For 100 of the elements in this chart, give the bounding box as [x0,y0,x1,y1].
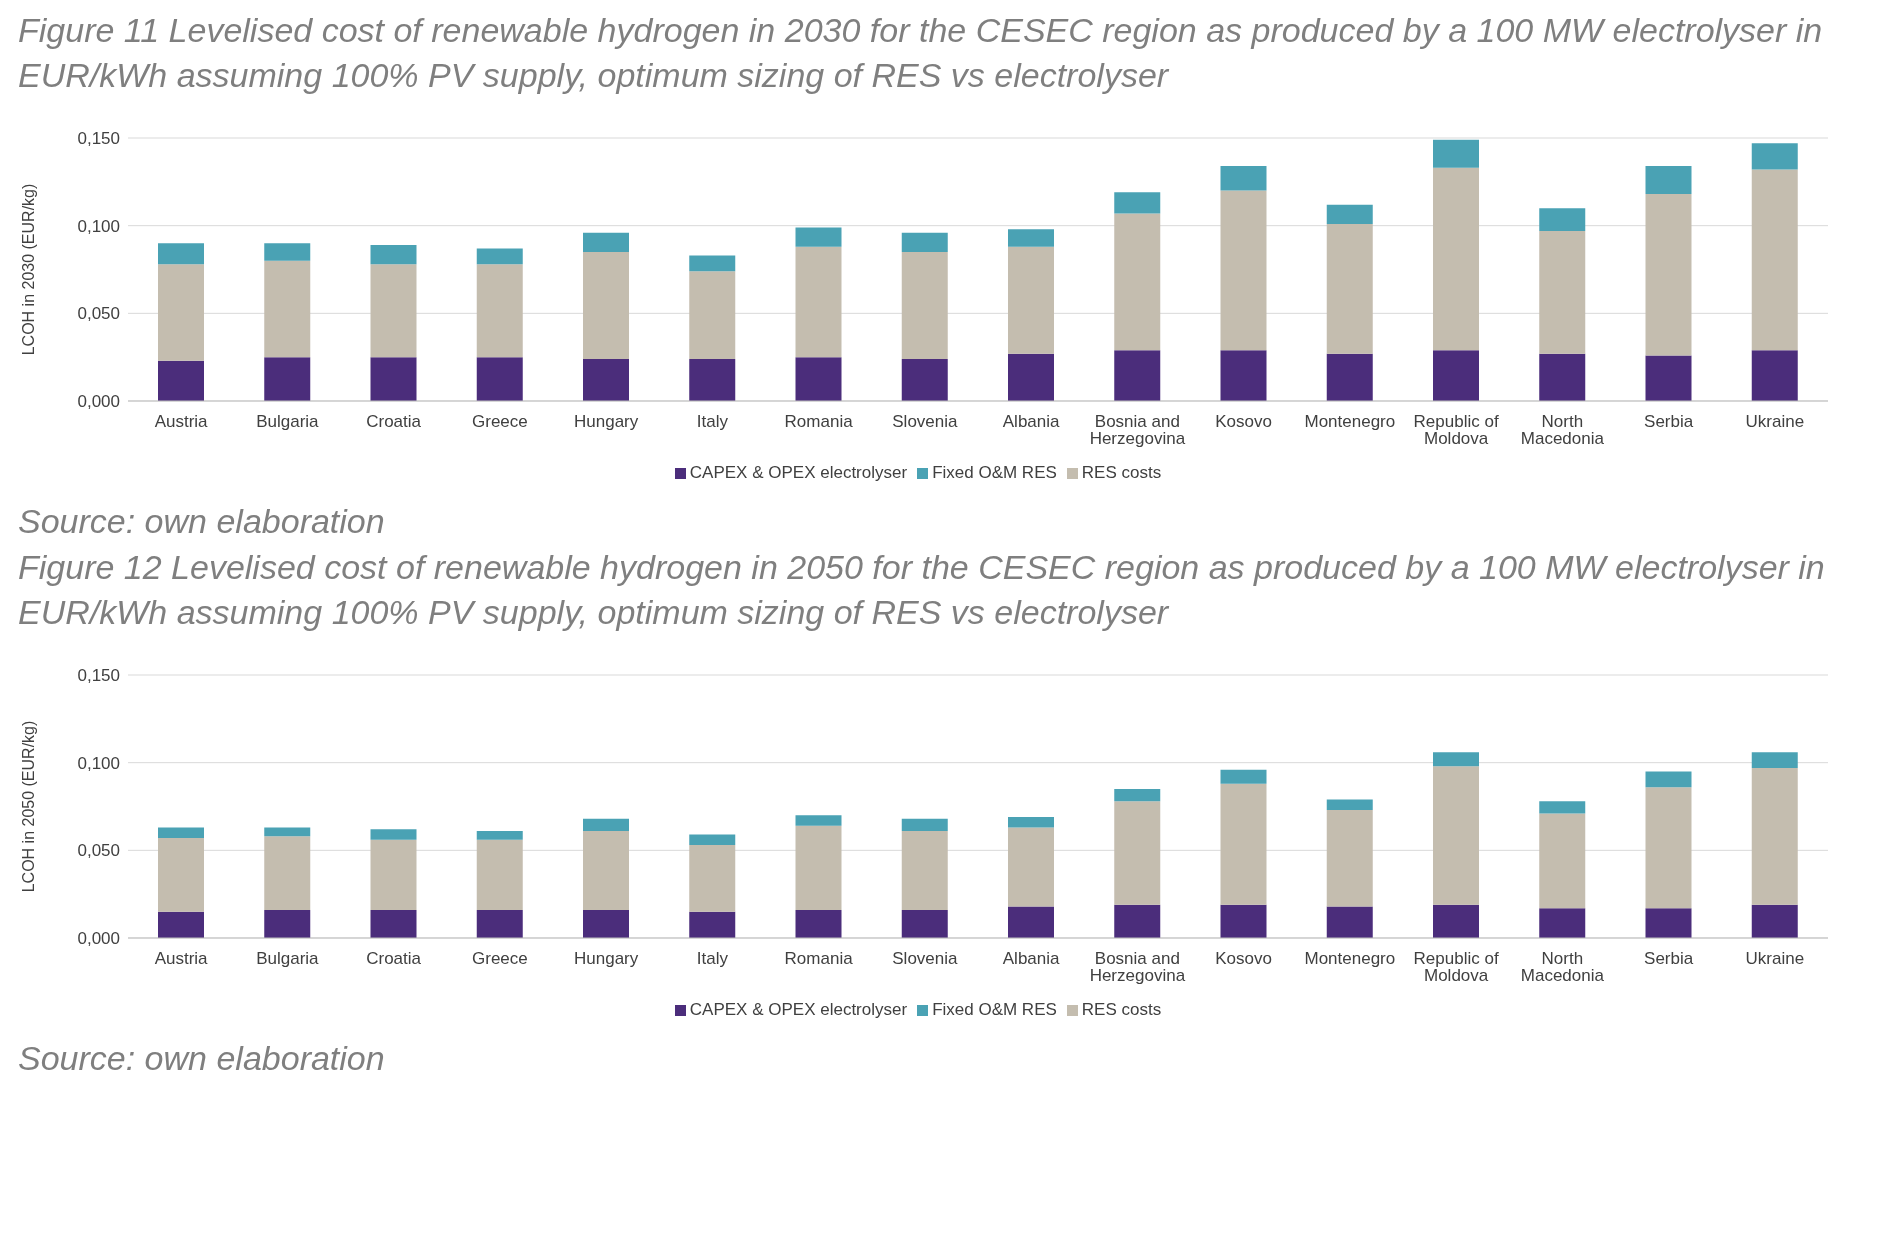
bar [583,251,629,359]
bar [370,244,417,265]
bar [1433,752,1479,767]
bar [1326,906,1373,938]
bar [1326,204,1373,224]
bar [1433,350,1479,401]
bar [1751,767,1798,905]
bar [1008,353,1054,401]
y-tick-label: 0,050 [77,841,120,861]
bar [583,831,629,910]
x-tick-label: Romania [784,412,854,432]
x-tick-label: Italy [696,412,729,432]
x-tick-label: Bulgaria [256,412,320,432]
bar [1114,350,1161,401]
legend-label: CAPEX & OPEX electrolyser [689,463,908,482]
x-tick-label: Austria [154,412,209,432]
bar [1220,904,1267,938]
bar [1433,167,1479,351]
bar [1433,766,1479,905]
bar [795,825,842,910]
bar [1539,813,1586,909]
bar [689,358,736,401]
bar [476,831,523,840]
bar [583,909,629,938]
bar [158,243,204,265]
bar [689,845,736,912]
bar [264,836,311,910]
bar [1751,143,1798,170]
bar [1326,223,1373,354]
x-tick-label: Greece [472,412,528,432]
x-tick-label: Kosovo [1215,949,1272,969]
bar [370,829,417,840]
bar [901,358,948,401]
bar [264,909,311,938]
bar [370,839,417,910]
x-tick-label: Ukraine [1745,412,1805,432]
legend-label: CAPEX & OPEX electrolyser [689,1000,908,1019]
legend-label: RES costs [1081,1000,1162,1019]
bar [583,818,629,832]
bar [901,818,948,832]
bar [1220,783,1267,905]
bar [1433,139,1479,168]
x-tick-label: North Macedonia [1520,949,1605,986]
y-tick-label: 0,000 [77,392,120,412]
bar [1114,788,1161,802]
x-tick-label: Slovenia [892,412,959,432]
bar [689,834,736,846]
bar [1645,166,1692,195]
bar [158,360,204,401]
x-tick-label: Albania [1002,412,1061,432]
legend-label: Fixed O&M RES [932,1000,1057,1019]
bar [370,909,417,938]
bar [1751,350,1798,401]
bar [689,911,736,938]
bar [1326,810,1373,907]
bar [689,271,736,359]
x-tick-label: Slovenia [892,949,959,969]
y-axis-title: LCOH in 2050 (EUR/kg) [19,720,37,893]
x-tick-label: North Macedonia [1520,412,1605,449]
bar [795,357,842,401]
bar [583,358,629,401]
bar [476,909,523,938]
bar [795,815,842,826]
y-tick-label: 0,100 [77,216,120,236]
bar [1114,192,1161,214]
chart-title: Figure 11 Levelised cost of renewable hydrogen in 2030 for the CESEC region as produced by a 100 MW electrolyser in EUR/kWh assuming 100% PV supply, optimum sizing of RES vs electrolyser [17,10,1824,96]
bar [1008,246,1054,354]
x-tick-label: Croatia [366,412,422,432]
bar [1539,801,1586,814]
x-tick-label: Croatia [366,949,422,969]
x-tick-label: Serbia [1644,949,1694,969]
x-tick-label: Kosovo [1215,412,1272,432]
bar [901,909,948,938]
bar [1008,817,1054,828]
x-tick-label: Bulgaria [256,949,320,969]
bar [158,264,204,361]
x-tick-label: Italy [696,949,729,969]
bar [1008,827,1054,907]
x-tick-label: Austria [154,949,209,969]
y-axis-title: LCOH in 2030 (EUR/kg) [19,183,37,356]
bar [583,232,629,252]
chart-title: Figure 12 Levelised cost of renewable hydrogen in 2050 for the CESEC region as produced by a 100 MW electrolyser in EUR/kWh assuming 100% PV supply, optimum sizing of RES vs electrolyser [17,547,1826,633]
bar [1220,769,1267,784]
bar [1114,213,1161,351]
bar [795,909,842,938]
bar [1326,353,1373,401]
bar [1220,190,1267,351]
x-tick-label: Greece [472,949,528,969]
bar [1008,906,1054,938]
bar [1539,353,1586,401]
bar [476,357,523,401]
bar [1539,230,1586,354]
bar [1751,169,1798,351]
bar [1539,908,1586,938]
y-tick-label: 0,000 [77,929,120,949]
x-tick-label: Ukraine [1745,949,1805,969]
bar [1008,229,1054,247]
bar [795,227,842,247]
x-tick-label: Romania [784,949,854,969]
x-tick-label: Bosnia and Herzegovina [1089,412,1186,449]
